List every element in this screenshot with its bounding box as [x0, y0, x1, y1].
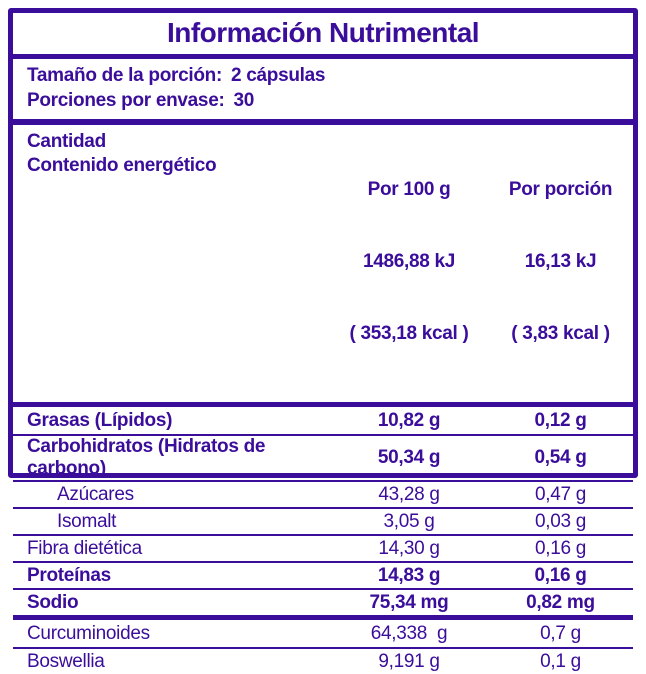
per-portion-kj: 16,13 kJ: [524, 251, 597, 272]
serving-size-value: 2 cápsulas: [230, 65, 326, 86]
servings-per-container-value: 30: [233, 90, 255, 111]
nutrient-row: Curcuminoides 64,338 g 0,7 g: [13, 620, 633, 647]
label-title-box: Información Nutrimental: [13, 13, 633, 59]
nutrient-name: Boswellia: [27, 650, 105, 672]
nutrient-name: Azúcares: [57, 483, 134, 505]
per-100g-value: 43,28 g: [378, 483, 440, 505]
serving-size-line: Tamaño de la porción: 2 cápsulas: [27, 63, 619, 88]
energy-header: Cantidad Contenido energético Por 100 g …: [13, 125, 633, 407]
per-portion-value: 0,7 g: [540, 622, 581, 644]
nutrient-row: Isomalt 3,05 g 0,03 g: [13, 507, 633, 534]
per-portion-value: 0,12 g: [534, 409, 587, 431]
per-portion-value: 0,1 g: [540, 650, 581, 672]
nutrient-row: Sodio 75,34 mg 0,82 mg: [13, 588, 633, 615]
nutrient-rows: Grasas (Lípidos) 10,82 g 0,12 g Carbohid…: [13, 407, 633, 620]
per-100g-kcal: ( 353,18 kcal ): [349, 323, 469, 344]
per-portion-value: 0,03 g: [534, 510, 587, 532]
nutrient-name: Sodio: [27, 591, 79, 613]
servings-per-container-label: Porciones por envase:: [27, 90, 225, 111]
per-100g-value: 14,83 g: [377, 564, 441, 586]
per-portion-value: 0,16 g: [534, 564, 587, 586]
per-100g-value: 9,191 g: [378, 650, 440, 672]
nutrient-name: Curcuminoides: [27, 622, 150, 644]
servings-per-container-line: Porciones por envase: 30: [27, 88, 619, 113]
nutrient-row: Proteínas 14,83 g 0,16 g: [13, 561, 633, 588]
per-portion-value: 0,82 mg: [526, 591, 595, 613]
serving-size-label: Tamaño de la porción:: [27, 65, 222, 86]
per-100g-value: 14,30 g: [378, 537, 440, 559]
nutrition-label: Información Nutrimental Tamaño de la por…: [8, 8, 638, 672]
per-100g-value: 50,34 g: [377, 447, 441, 468]
per-portion-kcal: ( 3,83 kcal ): [511, 323, 610, 344]
botanical-rows: Curcuminoides 64,338 g 0,7 g Boswellia 9…: [13, 620, 633, 674]
per-100g-kj: 1486,88 kJ: [362, 251, 456, 272]
nutrient-row: Boswellia 9,191 g 0,1 g: [13, 647, 633, 674]
nutrient-name: Proteínas: [27, 564, 111, 586]
per-portion-value: 0,54 g: [534, 447, 587, 468]
nutrient-name: Carbohidratos (Hidratos de carbono): [27, 436, 266, 479]
per-portion-column-header: Por porción 16,13 kJ ( 3,83 kcal ): [488, 130, 633, 394]
nutrient-row: Carbohidratos (Hidratos de carbono) 50,3…: [13, 434, 633, 480]
nutrient-row: Grasas (Lípidos) 10,82 g 0,12 g: [13, 407, 633, 434]
nutrient-name: Fibra dietética: [27, 537, 142, 559]
per-100g-title: Por 100 g: [367, 179, 451, 200]
per-100g-value: 75,34 mg: [369, 591, 449, 613]
label-title: Información Nutrimental: [166, 17, 480, 48]
nutrient-name: Grasas (Lípidos): [27, 409, 173, 431]
per-100g-value: 64,338 g: [370, 622, 448, 644]
nutrient-name: Isomalt: [57, 510, 117, 532]
energy-content-label: Contenido energético: [27, 155, 217, 176]
per-portion-title: Por porción: [508, 179, 613, 200]
energy-header-labels: Cantidad Contenido energético: [13, 130, 330, 178]
serving-info: Tamaño de la porción: 2 cápsulas Porcione…: [13, 59, 633, 125]
per-100g-value: 10,82 g: [377, 409, 441, 431]
per-100g-column-header: Por 100 g 1486,88 kJ ( 353,18 kcal ): [330, 130, 488, 394]
nutrient-row: Azúcares 43,28 g 0,47 g: [13, 480, 633, 507]
nutrient-row: Fibra dietética 14,30 g 0,16 g: [13, 534, 633, 561]
amount-label: Cantidad: [27, 131, 106, 152]
per-portion-value: 0,16 g: [534, 537, 587, 559]
per-100g-value: 3,05 g: [383, 510, 435, 532]
per-portion-value: 0,47 g: [534, 483, 587, 505]
